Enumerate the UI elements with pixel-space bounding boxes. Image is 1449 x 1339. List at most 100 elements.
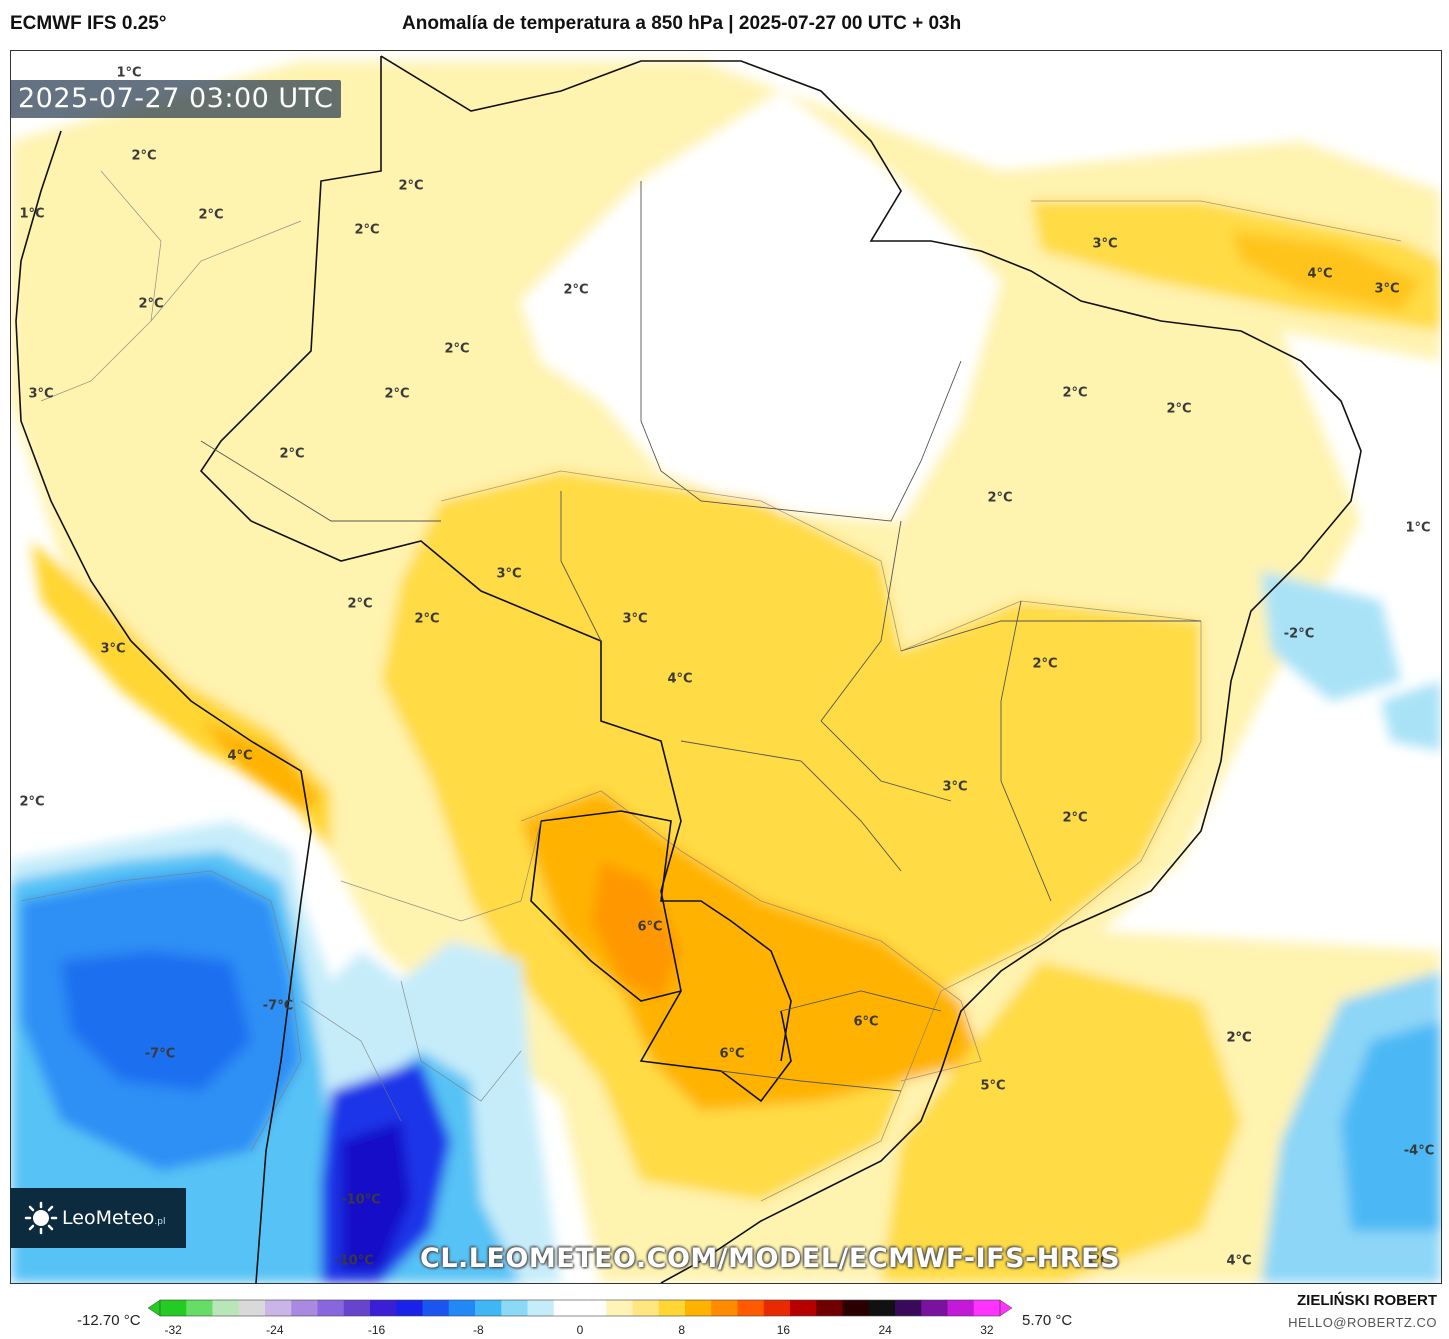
- contour-label: 2°C: [1062, 810, 1088, 826]
- contour-label: 3°C: [28, 386, 54, 402]
- colorbar-segment: [501, 1300, 528, 1316]
- colorbar-segment: [816, 1300, 843, 1316]
- contour-label: -7°C: [262, 998, 294, 1014]
- colorbar-max-arrow: [999, 1299, 1012, 1317]
- contour-label: 2°C: [398, 178, 424, 194]
- contour-label: 1°C: [116, 65, 142, 81]
- colorbar-segment: [737, 1300, 765, 1316]
- logo-text: LeoMeteo.pl: [62, 1207, 166, 1229]
- colorbar-tick-label: -24: [266, 1323, 284, 1337]
- colorbar-tick-label: 16: [776, 1323, 791, 1337]
- colorbar-segment: [711, 1300, 738, 1316]
- contour-label: 6°C: [719, 1046, 745, 1062]
- legend-max-label: 5.70 °C: [1022, 1312, 1073, 1329]
- colorbar-tick-label: 32: [980, 1323, 994, 1337]
- colorbar-segment: [212, 1300, 240, 1316]
- contour-label: 3°C: [496, 566, 522, 582]
- contour-label: 2°C: [354, 222, 380, 238]
- author-name: ZIELIŃSKI ROBERT: [1296, 1292, 1437, 1309]
- contour-label: 3°C: [100, 641, 126, 657]
- colorbar-segment: [186, 1300, 213, 1316]
- colorbar-segment: [343, 1300, 371, 1316]
- contour-label: -2°C: [1283, 626, 1315, 642]
- colorbar-tick-label: 24: [878, 1323, 892, 1337]
- colorbar-segment: [396, 1300, 423, 1316]
- leometeo-logo[interactable]: LeoMeteo.pl: [10, 1188, 186, 1248]
- colorbar-segment: [685, 1300, 712, 1316]
- contour-label: 1°C: [1405, 520, 1431, 536]
- colorbar-tick-label: -16: [367, 1323, 386, 1337]
- colorbar-tick-label: 0: [576, 1323, 584, 1337]
- colorbar-segment: [527, 1300, 555, 1316]
- colorbar-tick-label: -32: [164, 1323, 182, 1337]
- colorbar-segment: [763, 1300, 791, 1316]
- colorbar-tick-label: 8: [678, 1323, 686, 1337]
- colorbar-segment: [553, 1300, 581, 1316]
- contour-label: 5°C: [980, 1078, 1006, 1094]
- coastline: [15, 55, 1362, 1283]
- contour-label: -7°C: [144, 1046, 176, 1062]
- map-title: Anomalía de temperatura a 850 hPa | 2025…: [402, 13, 962, 34]
- contour-label: 3°C: [942, 779, 968, 795]
- contour-label: 2°C: [279, 446, 305, 462]
- contour-label: 2°C: [1226, 1030, 1252, 1046]
- contour-label: 3°C: [622, 611, 648, 627]
- contour-label: -4°C: [1403, 1143, 1435, 1159]
- colorbar-segment: [160, 1300, 187, 1316]
- colorbar-segment: [422, 1300, 450, 1316]
- legend-min-label: -12.70 °C: [77, 1312, 141, 1329]
- contour-label: 2°C: [414, 611, 440, 627]
- contour-label: 3°C: [1374, 281, 1400, 297]
- contour-label: 4°C: [667, 671, 693, 687]
- contour-label: -10°C: [341, 1192, 381, 1208]
- colorbar-segment: [448, 1300, 476, 1316]
- anomaly-fill: [11, 61, 1441, 1283]
- colorbar-segment: [265, 1300, 292, 1316]
- colorbar-segment: [238, 1300, 266, 1316]
- contour-label: 2°C: [347, 596, 373, 612]
- colorbar-segment: [921, 1300, 948, 1316]
- colorbar-segment: [790, 1300, 817, 1316]
- state-borders: [200, 181, 1201, 1092]
- source-url: CL.LEOMETEO.COM/MODEL/ECMWF-IFS-HRES: [420, 1243, 1121, 1274]
- contour-label: 2°C: [198, 207, 224, 223]
- colorbar-segment: [658, 1300, 686, 1316]
- contour-label: 2°C: [138, 296, 164, 312]
- colorbar: [148, 1299, 1012, 1317]
- colorbar-segment: [973, 1300, 1001, 1316]
- colorbar-segment: [947, 1300, 975, 1316]
- colorbar-min-arrow: [148, 1299, 161, 1317]
- contour-label: 2°C: [1032, 656, 1058, 672]
- colorbar-segment: [632, 1300, 660, 1316]
- colorbar-segment: [868, 1300, 896, 1316]
- neighbor-borders: [40, 170, 542, 1122]
- colorbar-segment: [291, 1300, 318, 1316]
- contour-label: 6°C: [853, 1014, 879, 1030]
- contour-label: 3°C: [1092, 236, 1118, 252]
- colorbar-segment: [580, 1300, 607, 1316]
- colorbar-segment: [895, 1300, 922, 1316]
- colorbar-segment: [842, 1300, 870, 1316]
- sun-icon: [24, 1201, 58, 1235]
- contour-label: 3°C: [1084, 1253, 1110, 1269]
- colorbar-segment: [606, 1300, 633, 1316]
- contour-label: 2°C: [384, 386, 410, 402]
- map-area[interactable]: 1°C 2°C 1°C 2°C 2°C 2°C 2°C 2°C 2°C 2°C …: [10, 50, 1442, 1284]
- author-email: HELLO@ROBERTZ.CO: [1288, 1315, 1437, 1330]
- contour-label: -10°C: [334, 1253, 374, 1269]
- contour-label: 2°C: [1226, 1030, 1252, 1046]
- contour-label: 2°C: [1166, 401, 1192, 417]
- contour-label: 2°C: [131, 148, 157, 164]
- colorbar-segment: [370, 1300, 397, 1316]
- contour-label: 2°C: [444, 341, 470, 357]
- contour-label: 2°C: [563, 282, 589, 298]
- contour-label: 2°C: [987, 490, 1013, 506]
- contour-label: 6°C: [637, 919, 663, 935]
- colorbar-segment: [317, 1300, 345, 1316]
- colorbar-segment: [475, 1300, 502, 1316]
- contour-label: 4°C: [1226, 1253, 1252, 1269]
- contour-label: 4°C: [227, 748, 253, 764]
- colorbar-tick-label: -8: [472, 1323, 484, 1337]
- anomaly-map: [11, 51, 1441, 1283]
- contour-label: 2°C: [19, 794, 45, 810]
